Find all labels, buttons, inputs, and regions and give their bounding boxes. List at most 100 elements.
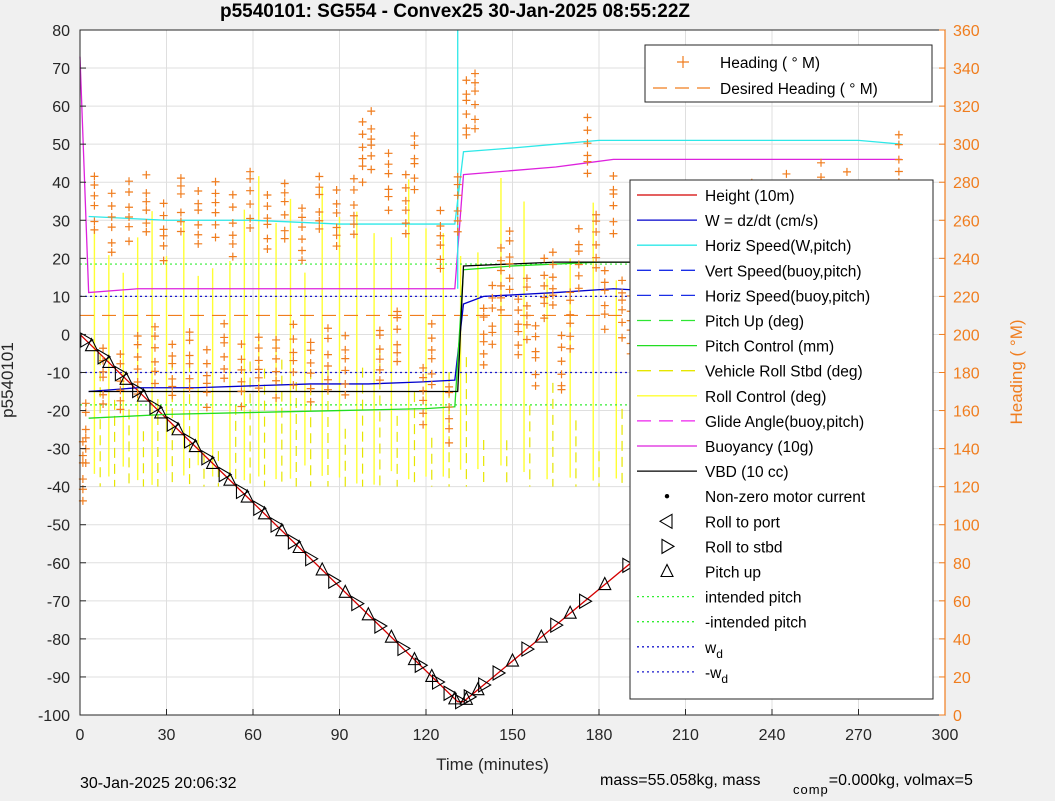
heading-marker: [375, 365, 384, 374]
roll-stbd-marker: [80, 332, 94, 349]
heading-marker: [194, 199, 203, 208]
y-tick-label: -80: [47, 632, 70, 649]
pitch-up-marker: [597, 576, 612, 591]
heading-marker: [531, 321, 540, 330]
heading-marker: [185, 336, 194, 345]
pitch-up-marker: [84, 337, 99, 352]
roll-stbd-marker: [622, 557, 636, 574]
heading-marker: [298, 235, 307, 244]
heading-marker: [600, 278, 609, 287]
heading-marker: [522, 320, 531, 329]
heading-marker: [246, 167, 255, 176]
heading-marker: [202, 388, 211, 397]
heading-marker: [211, 198, 220, 207]
heading-marker: [315, 183, 324, 192]
heading-marker: [445, 424, 454, 433]
heading-marker: [90, 180, 99, 189]
y-axis-label: p5540101: [0, 342, 17, 418]
heading-marker: [323, 362, 332, 371]
heading-marker: [237, 387, 246, 396]
heading-marker: [142, 219, 151, 228]
heading-marker: [375, 345, 384, 354]
legend-label: Horiz Speed(W,pitch): [705, 238, 851, 255]
heading-marker: [107, 248, 116, 257]
heading-marker: [81, 408, 90, 417]
legend-label: Roll to port: [705, 514, 781, 531]
heading-marker: [315, 190, 324, 199]
heading-marker: [280, 234, 289, 243]
pitch-up-marker: [136, 387, 151, 402]
heading-marker: [427, 319, 436, 328]
heading-marker: [332, 231, 341, 240]
roll-stbd-marker: [149, 399, 164, 416]
y2-tick-label: 280: [953, 175, 980, 192]
heading-marker: [583, 169, 592, 178]
heading-marker: [410, 174, 419, 183]
y-tick-label: -10: [47, 366, 70, 383]
heading-marker: [618, 296, 627, 305]
heading-marker: [125, 203, 134, 212]
heading-marker: [496, 293, 505, 302]
heading-marker: [401, 196, 410, 205]
heading-marker: [540, 314, 549, 323]
y2-tick-label: 40: [953, 632, 971, 649]
heading-marker: [427, 354, 436, 363]
legend-swatch: [658, 513, 673, 530]
footer-mass: mass=55.058kg, mass comp=0.000kg, volmax…: [600, 772, 973, 797]
x-tick-label: 0: [76, 727, 85, 744]
heading-marker: [505, 259, 514, 268]
roll-stbd-marker: [374, 618, 388, 634]
heading-marker: [150, 357, 159, 366]
roll-stbd-marker: [270, 517, 285, 534]
heading-marker: [176, 189, 185, 198]
heading-marker: [272, 393, 281, 402]
heading-marker: [609, 172, 618, 181]
heading-marker: [574, 224, 583, 233]
heading-marker: [107, 223, 116, 232]
heading-marker: [254, 344, 263, 353]
heading-marker: [453, 180, 462, 189]
heading-marker: [90, 225, 99, 234]
y-tick-label: 20: [52, 251, 70, 268]
heading-marker: [401, 219, 410, 228]
heading-marker: [367, 124, 376, 133]
heading-marker: [341, 366, 350, 375]
heading-marker: [471, 124, 480, 133]
heading-marker: [99, 367, 108, 376]
pitch-up-marker: [274, 522, 289, 537]
heading-marker: [254, 356, 263, 365]
heading-marker: [566, 344, 575, 353]
legend-label: Vert Speed(buoy,pitch): [705, 263, 862, 280]
y-tick-label: 70: [52, 61, 70, 78]
heading-marker: [462, 90, 471, 99]
heading-marker: [81, 399, 90, 408]
heading-marker: [142, 170, 151, 179]
heading-marker: [228, 219, 237, 228]
heading-marker: [81, 433, 90, 442]
legend-swatch: [660, 563, 674, 578]
heading-marker: [566, 332, 575, 341]
roll-stbd-marker: [201, 449, 215, 466]
heading-marker: [782, 169, 791, 178]
heading-marker: [202, 345, 211, 354]
heading-marker: [211, 220, 220, 229]
heading-marker: [566, 310, 575, 319]
roll-stbd-marker: [550, 617, 564, 634]
pitch-up-marker: [505, 652, 520, 667]
heading-marker: [228, 190, 237, 199]
heading-marker: [514, 320, 523, 329]
y-tick-label: 80: [52, 23, 70, 40]
heading-marker: [410, 131, 419, 140]
heading-marker: [531, 347, 540, 356]
heading-marker: [254, 384, 263, 393]
heading-marker: [289, 348, 298, 357]
pitch-up-marker: [471, 681, 485, 696]
heading-marker: [384, 185, 393, 194]
roll-stbd-marker: [235, 483, 250, 500]
heading-marker: [211, 177, 220, 186]
heading-marker: [323, 375, 332, 384]
heading-marker: [272, 344, 281, 353]
heading-marker: [228, 203, 237, 212]
legend-label: Roll to stbd: [705, 539, 783, 556]
heading-marker: [159, 241, 168, 250]
